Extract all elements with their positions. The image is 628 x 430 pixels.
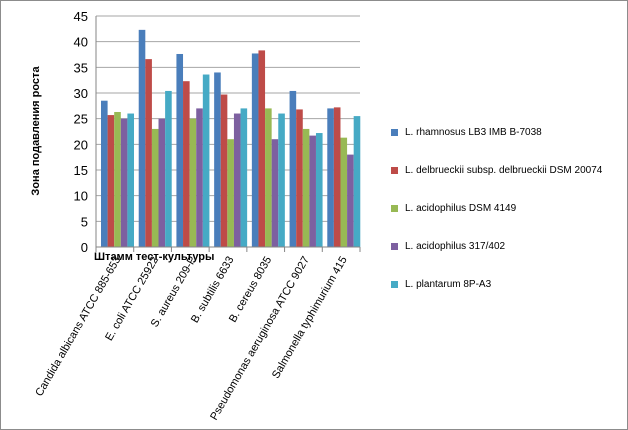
bar [202,74,210,248]
bar [296,109,303,247]
bar [309,135,316,247]
legend-swatch [391,205,398,212]
bar [315,133,323,247]
bar [101,100,108,247]
bar [189,118,197,248]
legend-label: L. rhamnosus LB3 IMB B-7038 [405,127,542,138]
bar [227,139,234,247]
bar [214,72,221,247]
y-axis-title: Зона подавления роста [30,66,42,196]
x-tick-label: Salmonella typhimurium 415 [270,255,350,381]
bar [138,29,146,247]
legend-swatch [391,167,398,174]
y-tick-label: 25 [74,112,88,127]
y-tick-label: 20 [74,137,88,152]
bar [353,116,361,247]
bar [145,59,152,248]
bar [240,108,248,248]
legend-item: L. plantarum 8P-A3 [391,279,491,291]
y-tick-label: 35 [74,60,88,75]
bar [327,108,334,248]
legend-label: L. acidophilus DSM 4149 [405,203,517,214]
bar [151,128,159,247]
legend-label: L. delbrueckii subsp. delbrueckii DSM 20… [405,165,603,176]
bar [278,113,285,248]
y-tick-label: 45 [74,9,88,24]
bar [127,113,134,248]
legend-item: L. rhamnosus LB3 IMB B-7038 [391,127,542,139]
bar [251,53,259,248]
bar [340,137,348,247]
legend-label: L. acidophilus 317/402 [405,241,506,252]
y-tick-label: 15 [74,163,88,178]
x-axis-title: Штамм тест-культуры [94,251,214,263]
bar [289,90,297,248]
bar [120,118,128,248]
bar [271,139,279,247]
legend-swatch [391,243,398,250]
bar [114,111,121,247]
y-tick-label: 0 [81,240,88,255]
bar [165,90,172,248]
legend-label: L. plantarum 8P-A3 [405,279,492,290]
bar [302,128,310,247]
bar [258,50,266,247]
legend-item: L. delbrueckii subsp. delbrueckii DSM 20… [391,165,602,177]
bar [265,108,272,248]
y-tick-label: 10 [74,189,88,204]
y-tick-label: 5 [81,214,88,229]
y-tick-label: 30 [74,86,88,101]
legend-item: L. acidophilus 317/402 [391,241,505,253]
bar [347,154,354,247]
bar [107,115,115,247]
bar [233,113,241,248]
bar [183,81,190,248]
legend-swatch [391,281,398,288]
legend-item: L. acidophilus DSM 4149 [391,203,516,215]
bar [196,108,203,248]
legend-swatch [391,129,398,136]
y-tick-label: 40 [74,35,88,50]
bar [333,107,341,247]
bar [158,118,166,248]
bar [176,53,184,248]
bar [220,94,228,247]
